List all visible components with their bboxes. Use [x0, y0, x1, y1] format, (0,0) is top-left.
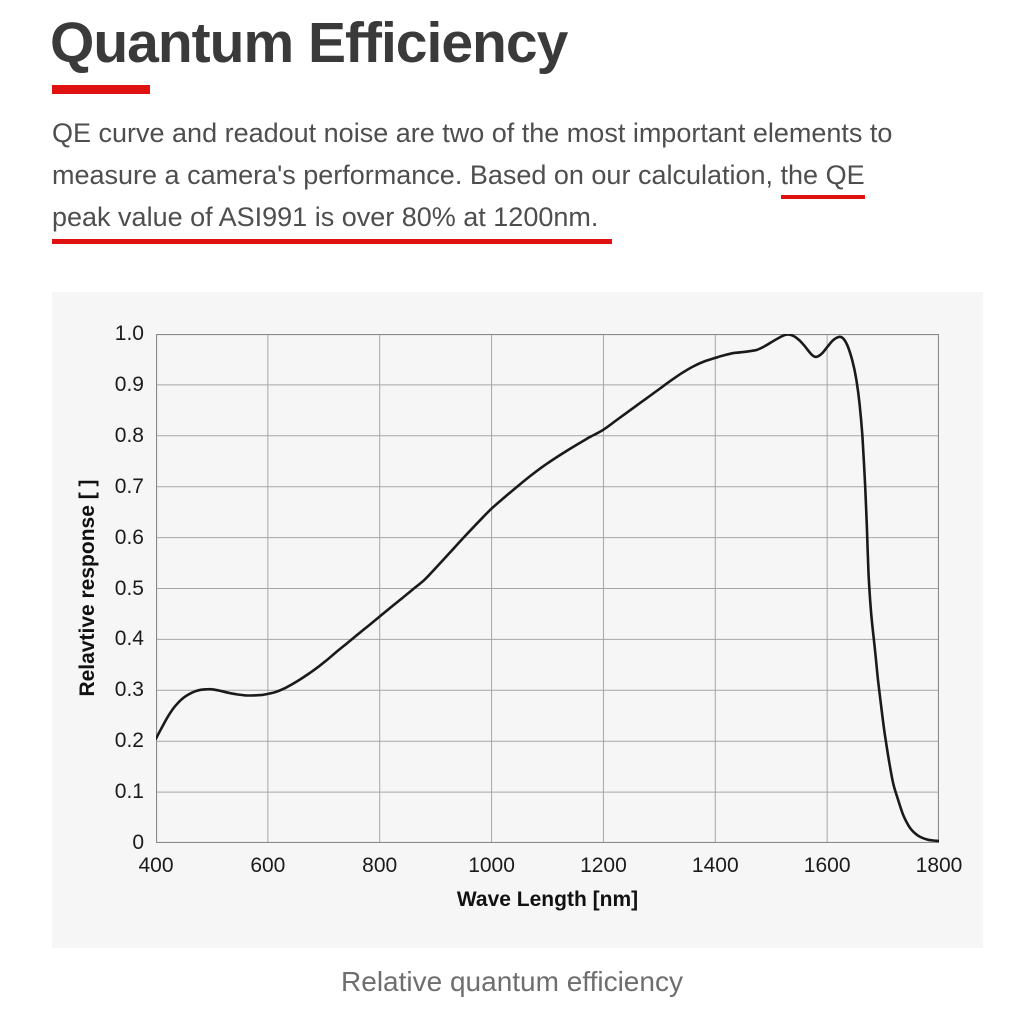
x-tick-label: 1200	[580, 854, 627, 877]
y-tick-label: 0.7	[114, 474, 144, 498]
x-tick-label: 1800	[915, 854, 963, 877]
x-tick-label: 400	[138, 854, 174, 877]
y-tick-label: 0.3	[114, 678, 144, 702]
y-axis-ticks: 0 0.1 0.2 0.3 0.4 0.5 0.6 0.7 0.8 0.9 1.0	[52, 292, 144, 948]
y-tick-label: 0	[132, 831, 144, 854]
intro-text-2: measure a camera's performance. Based on…	[52, 160, 781, 190]
intro-line-1: QE curve and readout noise are two of th…	[52, 112, 982, 154]
chart-panel: Relavtive response [ ] Wave Length [nm] …	[52, 292, 983, 948]
y-tick-label: 0.8	[114, 423, 144, 447]
x-axis-ticks: 400 600 800 1000 1200 1400 1600 1800	[52, 292, 983, 948]
title-accent-bar	[52, 85, 150, 94]
y-tick-label: 0.5	[114, 576, 144, 600]
y-tick-label: 0.2	[114, 729, 144, 753]
intro-line-3: peak value of ASI991 is over 80% at 1200…	[52, 196, 982, 244]
page-title: Quantum Efficiency	[50, 11, 568, 75]
y-tick-label: 0.4	[114, 627, 144, 651]
intro-underlined-sentence: peak value of ASI991 is over 80% at 1200…	[52, 202, 613, 244]
figure-caption: Relative quantum efficiency	[341, 966, 683, 997]
y-tick-label: 0.6	[114, 525, 144, 549]
intro-text-1: QE curve and readout noise are two of th…	[52, 118, 893, 148]
x-tick-label: 1400	[691, 854, 739, 877]
intro-paragraph: QE curve and readout noise are two of th…	[52, 112, 982, 244]
y-tick-label: 1.0	[114, 322, 144, 345]
intro-underlined-phrase: the QE	[780, 160, 865, 199]
x-tick-label: 600	[250, 854, 286, 877]
qe-curve-chart	[156, 334, 939, 843]
y-tick-label: 0.9	[114, 372, 144, 396]
x-axis-title: Wave Length [nm]	[456, 888, 639, 911]
plot-area	[156, 334, 939, 843]
x-tick-label: 1000	[468, 854, 515, 877]
y-tick-label: 0.1	[114, 780, 144, 804]
intro-line-2: measure a camera's performance. Based on…	[52, 154, 982, 199]
x-tick-label: 800	[362, 854, 398, 877]
x-tick-label: 1600	[803, 854, 851, 877]
